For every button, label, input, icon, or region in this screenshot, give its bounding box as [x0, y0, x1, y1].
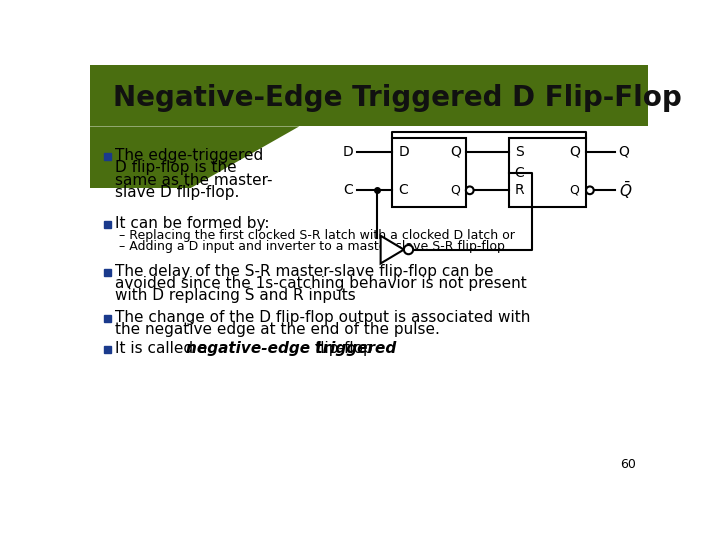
Text: The delay of the S-R master-slave flip-flop can be: The delay of the S-R master-slave flip-f… [114, 264, 493, 279]
Text: 60: 60 [621, 458, 636, 471]
Text: Negative-Edge Triggered D Flip-Flop: Negative-Edge Triggered D Flip-Flop [113, 84, 682, 112]
Text: flip-flop: flip-flop [310, 341, 373, 356]
Text: D: D [343, 145, 354, 159]
Text: C: C [398, 183, 408, 197]
Text: negative-edge triggered: negative-edge triggered [186, 341, 396, 356]
Bar [90, 65, 648, 126]
Text: the negative edge at the end of the pulse.: the negative edge at the end of the puls… [114, 322, 440, 337]
Polygon shape [381, 236, 404, 264]
Text: Q: Q [569, 184, 579, 197]
Text: avoided since the 1s-catching behavior is not present: avoided since the 1s-catching behavior i… [114, 276, 526, 291]
Circle shape [586, 186, 594, 194]
Bar [392, 138, 466, 207]
Text: C: C [515, 166, 524, 180]
Text: The edge-triggered: The edge-triggered [114, 148, 263, 163]
Text: Q: Q [451, 184, 460, 197]
Text: D: D [398, 145, 409, 159]
Text: D flip-flop is the: D flip-flop is the [114, 160, 236, 176]
Bar [104, 221, 111, 228]
Text: same as the master-: same as the master- [114, 173, 272, 188]
Text: – Adding a D input and inverter to a master-slave S-R flip-flop: – Adding a D input and inverter to a mas… [120, 240, 505, 253]
Text: S: S [515, 145, 523, 159]
Bar [104, 315, 111, 322]
Text: R: R [515, 183, 524, 197]
Text: C: C [343, 183, 354, 197]
Text: slave D flip-flop.: slave D flip-flop. [114, 185, 239, 200]
Bar [104, 153, 111, 160]
Text: – Replacing the first clocked S-R latch with a clocked D latch or: – Replacing the first clocked S-R latch … [120, 230, 516, 242]
Circle shape [466, 186, 474, 194]
Text: $\bar{Q}$: $\bar{Q}$ [618, 180, 632, 201]
Text: with D replacing S and R inputs: with D replacing S and R inputs [114, 288, 356, 303]
Circle shape [404, 245, 413, 254]
Text: It can be formed by:: It can be formed by: [114, 216, 269, 231]
Text: It is called a: It is called a [114, 341, 212, 356]
Bar [508, 138, 586, 207]
Text: Q: Q [451, 145, 462, 159]
Bar [104, 346, 111, 353]
Text: The change of the D flip-flop output is associated with: The change of the D flip-flop output is … [114, 310, 530, 325]
Bar [104, 269, 111, 276]
Text: Q: Q [618, 145, 629, 159]
Polygon shape [90, 126, 300, 188]
Text: Q: Q [569, 145, 580, 159]
